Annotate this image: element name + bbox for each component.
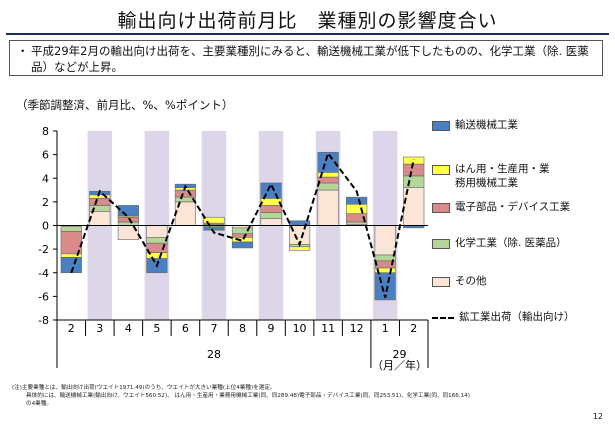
bar-machinery-8 <box>289 246 311 251</box>
y-tick-labels: -8 -6 -4 -2 0 2 4 6 8 <box>38 125 49 327</box>
x-year-label: 28 <box>207 348 221 361</box>
legend-label-other: その他 <box>455 275 487 287</box>
bar-electronic-1 <box>89 198 111 206</box>
y-tick-label: 6 <box>42 149 49 162</box>
legend-item-line: 鉱工業出荷（輸出向け） <box>432 310 575 324</box>
x-tick-label: 1 <box>382 322 389 335</box>
bar-transport-6 <box>231 241 254 249</box>
x-tick-label: 3 <box>96 322 103 335</box>
bar-transport-10 <box>346 196 368 205</box>
bar-other-11 <box>374 225 396 256</box>
bar-chemical-2 <box>117 221 139 226</box>
bar-group <box>60 151 425 301</box>
line-series <box>70 151 415 298</box>
legend-swatch-transport <box>432 121 450 131</box>
legend-label-chemical: 化学工業（除. 医薬品） <box>455 237 567 249</box>
x-tick-label: 6 <box>182 322 189 335</box>
bar-chemical-9 <box>317 182 339 191</box>
page-number: 12 <box>592 412 603 421</box>
title-rule <box>6 33 609 35</box>
x-tick-label: 12 <box>350 322 364 335</box>
footnote: (注)主要業種とは、輸出向け出荷(ウエイト1971.49)のうち、ウエイトが大き… <box>12 384 572 408</box>
summary-callout: ・ 平成29年2月の輸出向け出荷を、主要業種別にみると、輸送機械工業が低下したも… <box>9 40 603 76</box>
legend-label-line: 鉱工業出荷（輸出向け） <box>459 311 575 323</box>
x-tick-label: 5 <box>153 322 160 335</box>
legend-label-machinery: はん用・生産用・業務用機械工業 <box>455 163 550 189</box>
y-tick-label: -8 <box>38 314 49 327</box>
legend-swatch-line <box>432 317 454 319</box>
bar-chemical-7 <box>260 212 282 219</box>
x-tick-label: 2 <box>410 322 417 335</box>
bar-chemical-10 <box>346 221 368 225</box>
x-period-unit: （月／年） <box>372 358 427 372</box>
legend-label-electronic: 電子部品・デバイス工業 <box>455 201 571 213</box>
y-tick-label: 8 <box>42 125 49 138</box>
callout-bullet: ・ <box>17 44 29 58</box>
footnote-line-1: (注)主要業種とは、輸出向け出荷(ウエイト1971.49)のうち、ウエイトが大き… <box>12 385 276 391</box>
y-tick-label: -4 <box>38 267 49 280</box>
callout-text: 平成29年2月の輸出向け出荷を、主要業種別にみると、輸送機械工業が低下したものの… <box>31 44 589 74</box>
x-tick-label: 8 <box>239 322 246 335</box>
x-tick-label: 9 <box>268 322 275 335</box>
page-title: 輸出向け出荷前月比 業種別の影響度合い <box>117 10 498 32</box>
bar-electronic-2 <box>117 216 139 223</box>
bar-other-3 <box>146 225 168 238</box>
bar-chemical-3 <box>146 237 168 244</box>
bar-machinery-6 <box>231 237 254 243</box>
bar-other-7 <box>260 218 282 226</box>
x-tick-label: 2 <box>68 322 75 335</box>
legend-swatch-other <box>432 277 450 287</box>
bar-transport-2 <box>117 205 139 217</box>
line-export-shipments <box>70 151 415 298</box>
y-tick-label: 2 <box>42 196 49 209</box>
y-tick-label: -2 <box>38 243 49 256</box>
bar-chemical-12 <box>403 175 425 188</box>
legend-item-electronic: 電子部品・デバイス工業 <box>432 200 570 214</box>
bar-transport-5 <box>203 226 225 231</box>
bar-electronic-6 <box>231 233 254 238</box>
bar-machinery-7 <box>260 198 282 206</box>
bar-other-9 <box>317 189 339 226</box>
x-tick-label: 10 <box>293 322 307 335</box>
x-tick-label: 11 <box>321 322 335 335</box>
legend-swatch-machinery <box>432 165 450 175</box>
bar-machinery-10 <box>346 203 368 214</box>
legend-label-transport: 輸送機械工業 <box>455 119 518 131</box>
legend-swatch-chemical <box>432 239 450 249</box>
legend-item-other: その他 <box>432 274 487 288</box>
legend-item-transport: 輸送機械工業 <box>432 118 518 132</box>
bar-machinery-5 <box>203 216 225 224</box>
bar-electronic-7 <box>260 205 282 213</box>
footnote-line-3: の4業種。 <box>26 401 52 407</box>
legend-item-machinery: はん用・生産用・業務用機械工業 <box>432 162 552 190</box>
bar-transport-7 <box>260 182 282 199</box>
unit-note: （季節調整済、前月比、%、%ポイント） <box>16 98 234 112</box>
bar-electronic-4 <box>174 189 196 198</box>
y-tick-label: 4 <box>42 172 49 185</box>
legend-swatch-electronic <box>432 203 450 213</box>
bar-electronic-12 <box>403 163 425 177</box>
x-year-label: 29 <box>392 348 406 361</box>
legend-item-chemical: 化学工業（除. 医薬品） <box>432 236 567 250</box>
x-axis-table: 2 3 4 5 6 7 8 9 10 11 12 1 228 29（月／年） <box>56 319 429 372</box>
x-tick-label: 7 <box>210 322 217 335</box>
y-tick-label: -6 <box>38 290 49 303</box>
bar-chemical-0 <box>60 226 82 232</box>
footnote-line-2: 具体的には、輸送機械工業(輸出向け、ウエイト560.52)、 はん用・生産用・業… <box>26 393 470 399</box>
y-tick-label: 0 <box>42 220 49 233</box>
x-tick-label: 4 <box>125 322 132 335</box>
